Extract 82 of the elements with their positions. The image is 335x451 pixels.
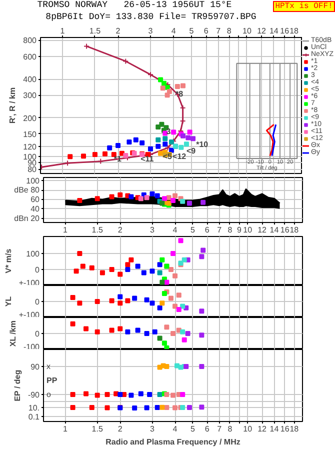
x-tick-label: 6: [204, 226, 210, 234]
y-tick-label: 150: [23, 130, 38, 139]
x-tick-label: 4: [171, 26, 176, 36]
y-tick-label: dBn 20: [14, 214, 40, 223]
y-axis-title: EP / deg: [12, 370, 22, 402]
x-tick-label: 2: [118, 424, 123, 434]
x-tick-label: 1: [63, 226, 68, 234]
x-tick-label: 3: [150, 424, 156, 434]
x-tick-label: 18: [290, 26, 300, 36]
y-tick-label: 0.1: [28, 412, 40, 422]
x-tick-label: 18: [290, 226, 300, 234]
x-tick-label: 18: [290, 424, 300, 434]
y-tick-label: 80: [28, 165, 38, 174]
x-tick-label: 14: [270, 424, 280, 434]
x-tick-label: 16: [280, 424, 290, 434]
x-tick-label: 4: [172, 424, 178, 434]
y-tick-label: 0: [35, 330, 40, 338]
x-tick-label: 8: [226, 26, 232, 36]
x-tick-label: 7: [217, 424, 222, 434]
y-tick-label: 200: [23, 114, 38, 123]
text: HPTx is OFF!: [275, 2, 333, 11]
y-tick-label: 0: [35, 265, 40, 274]
x-tick-label: 10: [242, 26, 252, 36]
chart-subtitle: 8pBP6It DoY= 133.830 File= TR959707.BPG: [46, 12, 256, 23]
x-tick-label: 16: [280, 26, 290, 36]
annotation: <11: [140, 154, 154, 164]
x-tick-label: 8: [228, 226, 233, 234]
x-tick-label: 2: [118, 226, 123, 234]
x-tick-label: 5: [190, 226, 196, 234]
x-tick-label: 1.5: [92, 226, 104, 234]
annotation: <9: [186, 146, 196, 156]
x-tick-label: 10: [243, 424, 253, 434]
x-tick-label: 7: [216, 26, 222, 36]
y-tick-label: 60: [30, 195, 40, 204]
x-tick-label: 3: [148, 26, 154, 36]
y-tick-label: -90: [28, 390, 40, 400]
x-axis-title: Radio and Plasma Frequency / MHz: [106, 438, 240, 446]
x-tick-label: 16: [280, 226, 290, 234]
y-tick-label: 0: [35, 298, 40, 306]
y-tick-label: 90: [30, 362, 40, 372]
chart-title: TROMSO NORWAY 26-05-13 1956UT 15°E: [37, 0, 232, 11]
y-axis-title: XL /km: [8, 320, 18, 347]
annotation: <12: [172, 152, 187, 162]
x-tick-label: 14: [269, 26, 279, 36]
x-tick-label: 12: [257, 26, 267, 36]
x-tick-label: 9: [237, 226, 242, 234]
annotation: PP: [46, 376, 58, 386]
x-tick-label: 7: [217, 226, 222, 234]
x-tick-label: 4: [172, 226, 178, 234]
x-tick-label: 14: [270, 226, 280, 234]
annotation: *10: [196, 140, 209, 150]
x-tick-label: 5: [189, 26, 194, 36]
x-tick-label: 3: [150, 226, 156, 234]
y-axis-title: V* m/s: [4, 248, 13, 274]
x-tick-label: 6: [204, 424, 210, 434]
x-tick-label: 8: [228, 424, 233, 434]
y-tick-label: 800: [23, 36, 38, 46]
y-tick-label: 600: [23, 52, 38, 62]
y-tick-label: 100: [26, 249, 40, 258]
x-tick-label: 2: [116, 26, 121, 36]
x-tick-label: 6: [204, 26, 209, 36]
y-tick-label: dBe 80: [14, 186, 40, 195]
annotation: x: [46, 362, 50, 371]
annotation: o: [46, 390, 52, 399]
y-tick-label: 400: [23, 75, 38, 84]
y-tick-label: 100: [26, 176, 40, 186]
x-tick-label: 5: [190, 424, 196, 434]
y-tick-label: 90: [28, 158, 38, 168]
x-tick-label: 12: [258, 424, 268, 434]
x-tick-label: 1.5: [89, 26, 102, 36]
x-tick-label: 1: [60, 26, 66, 36]
y-tick-label: 120: [23, 142, 38, 152]
x-tick-label: 1: [63, 424, 68, 434]
y-tick-label: 10.: [28, 404, 40, 413]
annotation: 3: [166, 127, 172, 136]
x-tick-label: 12: [258, 226, 268, 234]
y-tick-label: 300: [23, 91, 38, 100]
y-axis-title: YL: [4, 296, 13, 307]
x-tick-label: 10: [243, 226, 253, 234]
y-tick-label: 40: [30, 204, 40, 214]
y-axis-title: R', R / km: [8, 87, 18, 124]
x-tick-label: 1.5: [92, 424, 104, 434]
